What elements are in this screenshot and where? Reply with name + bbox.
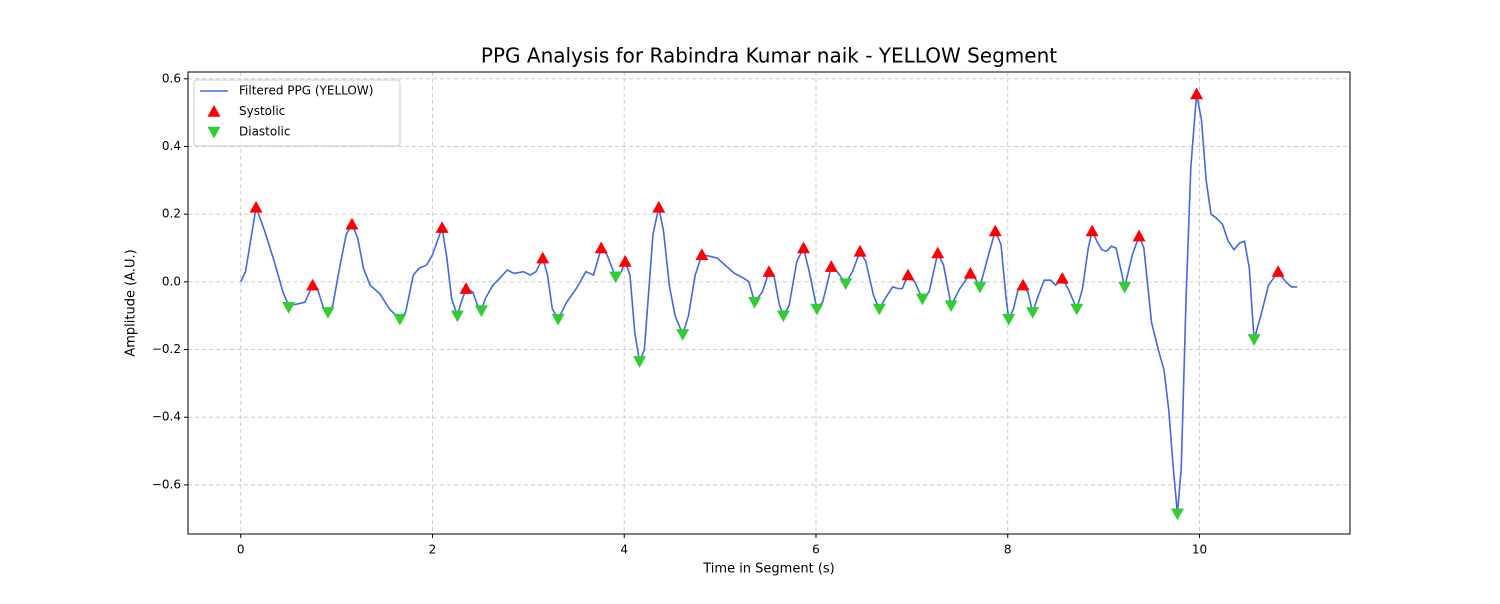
y-tick-label: 0.4	[162, 139, 181, 153]
diastolic-marker	[321, 307, 335, 319]
y-tick-label: −0.2	[152, 342, 181, 356]
legend-swatch	[207, 126, 221, 139]
diastolic-marker	[1070, 303, 1084, 316]
systolic-marker	[459, 282, 473, 294]
systolic-marker	[435, 221, 449, 233]
y-axis-label: Amplitude (A.U.)	[124, 249, 139, 356]
x-tick-label: 8	[1004, 543, 1012, 557]
systolic-marker	[853, 244, 867, 257]
systolic-marker	[797, 241, 811, 254]
systolic-marker	[594, 241, 608, 254]
systolic-marker	[931, 246, 945, 259]
ppg-line	[240, 93, 1298, 514]
y-tick-label: 0.2	[162, 207, 181, 221]
diastolic-marker	[748, 296, 762, 309]
systolic-marker	[1055, 271, 1069, 284]
systolic-marker	[345, 217, 359, 230]
x-tick-label: 6	[812, 543, 820, 557]
diastolic-marker	[676, 329, 690, 341]
legend-swatch	[207, 105, 221, 117]
y-tick-label: −0.6	[152, 477, 181, 491]
diastolic-marker	[944, 300, 958, 313]
diastolic-marker	[1170, 508, 1184, 521]
systolic-marker	[1132, 229, 1146, 242]
systolic-marker	[652, 200, 666, 213]
systolic-marker	[762, 265, 776, 277]
systolic-marker	[901, 268, 915, 281]
x-tick-label: 0	[237, 543, 245, 557]
plot-frame	[187, 71, 1351, 535]
y-tick-label: 0.0	[162, 274, 181, 288]
diastolic-marker	[1247, 334, 1261, 346]
systolic-marker	[1085, 224, 1099, 237]
diastolic-marker	[609, 271, 623, 284]
systolic-marker	[306, 278, 320, 291]
x-tick-label: 10	[1192, 543, 1207, 557]
systolic-marker	[824, 260, 838, 272]
diastolic-marker	[1026, 307, 1040, 319]
systolic-marker	[695, 248, 709, 260]
diastolic-marker	[839, 278, 853, 291]
systolic-marker	[536, 251, 550, 264]
systolic-marker	[1016, 278, 1030, 291]
diastolic-marker	[776, 310, 790, 323]
diastolic-marker	[1002, 313, 1016, 326]
x-tick-label: 4	[620, 543, 628, 557]
systolic-marker	[618, 255, 632, 267]
diastolic-marker	[450, 310, 464, 323]
x-axis-label: Time in Segment (s)	[702, 562, 834, 577]
diastolic-marker	[551, 313, 565, 326]
systolic-marker	[988, 224, 1002, 237]
systolic-marker	[1271, 265, 1285, 277]
y-tick-label: −0.4	[152, 410, 181, 424]
systolic-marker	[1190, 87, 1204, 100]
x-tick-label: 2	[429, 543, 437, 557]
legend-label: Filtered PPG (YELLOW)	[239, 84, 373, 98]
diastolic-marker	[915, 293, 929, 306]
systolic-marker	[963, 266, 977, 279]
diastolic-marker	[1118, 281, 1132, 294]
legend-box	[193, 79, 401, 147]
systolic-marker	[249, 200, 263, 213]
diastolic-marker	[633, 356, 647, 368]
diastolic-marker	[282, 302, 296, 314]
diastolic-marker	[872, 303, 886, 316]
chart-title: PPG Analysis for Rabindra Kumar naik - Y…	[481, 44, 1057, 68]
legend-label: Systolic	[239, 104, 285, 118]
diastolic-marker	[810, 303, 824, 316]
diastolic-marker	[393, 313, 407, 326]
legend-label: Diastolic	[239, 125, 291, 139]
diastolic-marker	[474, 305, 488, 318]
diastolic-marker	[973, 281, 987, 294]
y-tick-label: 0.6	[162, 71, 181, 85]
